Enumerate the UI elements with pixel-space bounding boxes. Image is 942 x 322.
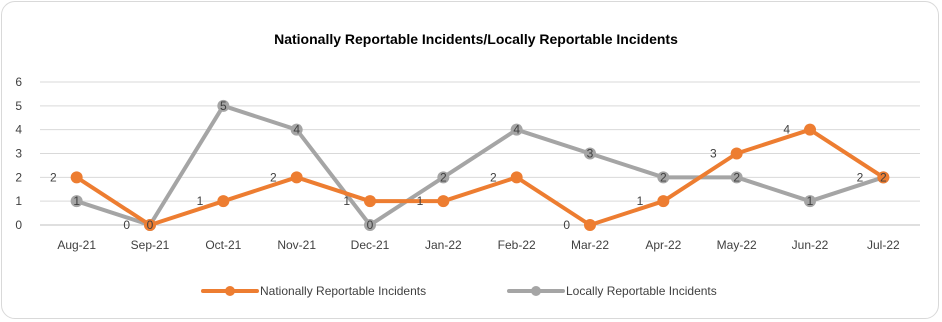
- data-label-national: 2: [857, 170, 864, 184]
- data-point: [290, 123, 303, 136]
- legend-swatch-marker: [225, 286, 235, 296]
- x-tick-label: Oct-21: [205, 238, 241, 252]
- x-tick-label: Nov-21: [277, 238, 316, 252]
- series-line-national: [74, 127, 886, 227]
- data-label-local: 5: [220, 99, 227, 113]
- data-label-local: 3: [587, 147, 594, 161]
- x-tick-label: Aug-21: [57, 238, 96, 252]
- data-label-local: 2: [880, 170, 887, 184]
- y-tick-label: 1: [15, 194, 22, 208]
- series-lines: [70, 99, 890, 231]
- data-labels: 1 0 5 4 0 2 4 3 2 2 1 2 2 0 1 2 1 1 2 0 1 3 4 2: [50, 99, 887, 232]
- y-tick-label: 4: [15, 123, 22, 137]
- data-label-local: 4: [293, 123, 300, 137]
- data-point: [877, 171, 890, 184]
- data-label-national: 1: [637, 194, 644, 208]
- x-tick-label: Jan-22: [425, 238, 462, 252]
- y-axis-ticks: 0 1 2 3 4 5 6: [15, 75, 22, 232]
- gridlines: [40, 81, 920, 226]
- data-label-local: 2: [733, 170, 740, 184]
- data-label-national: 1: [417, 194, 424, 208]
- data-label-national: 1: [343, 194, 350, 208]
- y-tick-label: 2: [15, 170, 22, 184]
- data-point: [730, 147, 743, 160]
- data-point: [364, 219, 376, 231]
- y-tick-label: 6: [15, 75, 22, 89]
- data-point: [70, 171, 83, 184]
- data-label-local: 0: [367, 218, 374, 232]
- data-point: [584, 147, 596, 160]
- series-line-local: [74, 103, 886, 227]
- x-tick-label: Jun-22: [792, 238, 829, 252]
- legend-label: Locally Reportable Incidents: [566, 284, 717, 298]
- data-point: [217, 99, 230, 112]
- data-point: [437, 195, 450, 208]
- data-label-local: 1: [807, 194, 814, 208]
- data-point: [364, 195, 376, 208]
- y-tick-label: 3: [15, 147, 22, 161]
- data-label-local: 4: [513, 123, 520, 137]
- data-label-national: 4: [783, 123, 790, 137]
- x-tick-label: Sep-21: [131, 238, 170, 252]
- x-tick-label: Apr-22: [645, 238, 681, 252]
- data-label-national: 2: [50, 170, 57, 184]
- data-point: [290, 171, 303, 184]
- legend-swatch-marker: [531, 286, 541, 296]
- x-tick-label: Mar-22: [571, 238, 609, 252]
- data-label-local: 0: [147, 218, 154, 232]
- data-point: [657, 171, 670, 184]
- data-label-national: 3: [710, 147, 717, 161]
- data-point: [70, 195, 83, 208]
- data-point: [217, 195, 230, 208]
- data-point: [437, 171, 450, 184]
- data-point: [804, 123, 816, 136]
- data-point: [510, 123, 523, 136]
- data-point: [510, 171, 523, 184]
- y-tick-label: 0: [15, 218, 22, 232]
- x-axis-ticks: Aug-21 Sep-21 Oct-21 Nov-21 Dec-21 Jan-22 Feb-…: [57, 238, 900, 252]
- data-point: [144, 219, 156, 231]
- data-label-local: 1: [73, 194, 80, 208]
- legend: Nationally Reportable Incidents Locally R…: [201, 284, 717, 298]
- data-point: [657, 195, 670, 208]
- x-tick-label: Jul-22: [867, 238, 900, 252]
- data-point: [730, 171, 743, 184]
- data-label-national: 0: [563, 218, 570, 232]
- data-label-national: 1: [197, 194, 204, 208]
- data-label-national: 0: [123, 218, 130, 232]
- x-tick-label: May-22: [717, 238, 757, 252]
- data-label-local: 2: [440, 170, 447, 184]
- chart-title: Nationally Reportable Incidents/Locally …: [274, 31, 678, 47]
- data-label-national: 2: [270, 170, 277, 184]
- data-point: [584, 219, 596, 231]
- data-label-local: 2: [660, 170, 667, 184]
- y-tick-label: 5: [15, 99, 22, 113]
- legend-label: Nationally Reportable Incidents: [260, 284, 426, 298]
- x-tick-label: Feb-22: [498, 238, 536, 252]
- data-point: [804, 195, 816, 208]
- x-tick-label: Dec-21: [351, 238, 390, 252]
- data-label-national: 2: [490, 170, 497, 184]
